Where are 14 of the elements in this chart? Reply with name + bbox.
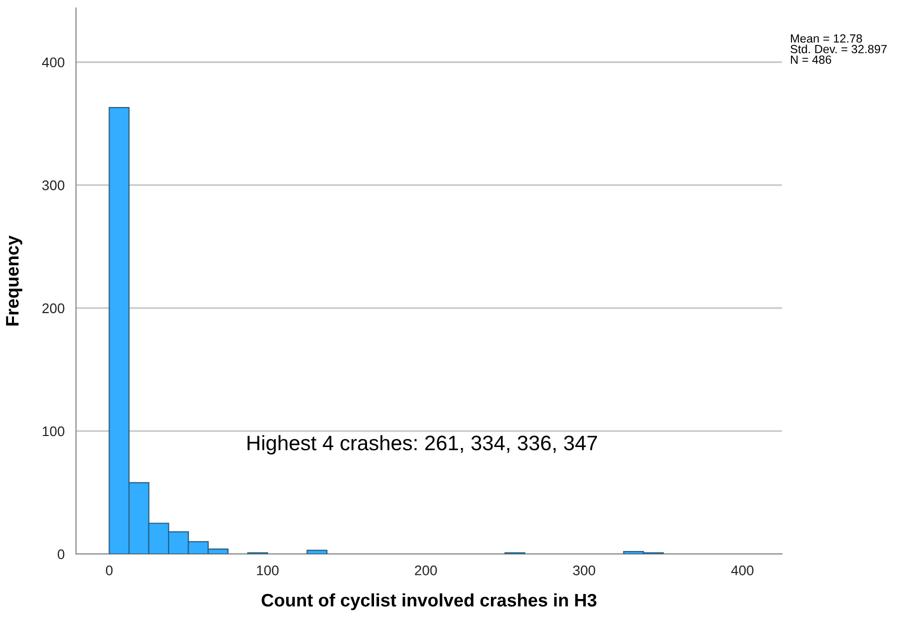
x-tick-label: 0 — [106, 565, 113, 576]
y-tick-label: 200 — [42, 303, 64, 314]
y-tick-label: 0 — [58, 549, 64, 560]
y-tick-label: 100 — [42, 426, 64, 436]
x-tick-label: 300 — [573, 565, 596, 576]
annotation: Highest 4 crashes: 261, 334, 336, 347 — [248, 435, 597, 455]
x-tick-label: 100 — [257, 565, 279, 576]
x-axis-title: Count of cyclist involved crashes in H3 — [262, 593, 596, 610]
x-tick-label: 200 — [414, 565, 437, 576]
y-axis-title: Frequency — [6, 235, 22, 326]
text: Mean = 12.78 Std. Dev. = 32.897 N = 486 — [790, 34, 887, 64]
x-tick-label: 400 — [731, 565, 754, 576]
y-tick-label: 400 — [42, 57, 64, 68]
y-tick-label: 300 — [42, 180, 64, 190]
